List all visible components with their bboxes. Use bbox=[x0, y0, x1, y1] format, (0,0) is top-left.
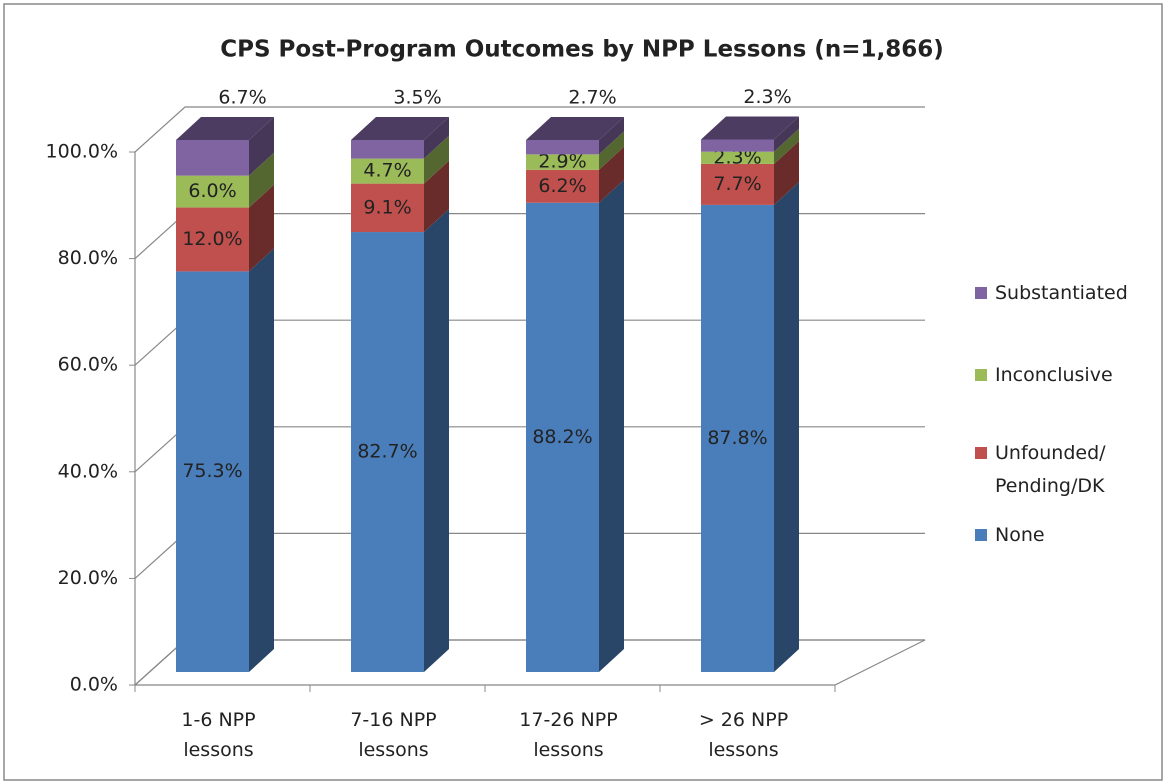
x-tick-label: 17-26 NPP lessons bbox=[519, 709, 617, 761]
value-label: 2.3% bbox=[713, 146, 761, 168]
bar-top bbox=[701, 116, 799, 140]
legend-label: Inconclusive bbox=[995, 364, 1113, 386]
x-tick-label: 1-6 NPP lessons bbox=[181, 709, 255, 761]
bar-segment bbox=[701, 151, 774, 164]
y-tick-label: 60.0% bbox=[58, 354, 118, 376]
bar-side bbox=[599, 117, 624, 155]
legend-swatch bbox=[975, 287, 987, 299]
value-label: 12.0% bbox=[182, 228, 242, 250]
value-label: 87.8% bbox=[707, 427, 767, 449]
bar-segment bbox=[351, 140, 424, 159]
value-label: 75.3% bbox=[182, 460, 242, 482]
value-label: 6.2% bbox=[538, 175, 586, 197]
y-tick-label: 100.0% bbox=[46, 141, 118, 163]
bar-segment bbox=[526, 202, 599, 672]
bar-side bbox=[599, 146, 624, 203]
bar-top bbox=[526, 117, 624, 140]
bar-segment bbox=[351, 183, 424, 233]
legend-label: Unfounded/Pending/DK bbox=[995, 442, 1106, 497]
bar-side bbox=[249, 152, 274, 208]
value-label: 9.1% bbox=[363, 196, 411, 218]
chart-title: CPS Post-Program Outcomes by NPP Lessons… bbox=[220, 37, 943, 63]
bar-side bbox=[424, 117, 449, 159]
value-label: 7.7% bbox=[713, 173, 761, 195]
y-tick-label: 80.0% bbox=[58, 247, 118, 269]
bar-top bbox=[176, 117, 274, 140]
bar-side bbox=[599, 131, 624, 170]
y-tick-label: 0.0% bbox=[70, 674, 118, 696]
legend-swatch bbox=[975, 529, 987, 541]
bar-side bbox=[599, 179, 624, 672]
legend-label: Substantiated bbox=[995, 282, 1128, 304]
value-label: 6.0% bbox=[188, 180, 236, 202]
bar-side bbox=[249, 184, 274, 272]
value-label: 4.7% bbox=[363, 160, 411, 182]
bar-side bbox=[774, 128, 799, 164]
bar-segment bbox=[526, 169, 599, 203]
value-label: 2.3% bbox=[743, 86, 791, 108]
bar-side bbox=[424, 135, 449, 184]
value-label: 88.2% bbox=[532, 426, 592, 448]
value-label: 2.9% bbox=[538, 151, 586, 173]
y-tick-label: 20.0% bbox=[58, 567, 118, 589]
x-tick-label: > 26 NPP lessons bbox=[699, 709, 788, 761]
legend-label: None bbox=[995, 524, 1045, 546]
bar-side bbox=[774, 181, 799, 673]
bar-segment bbox=[526, 154, 599, 170]
bar-side bbox=[424, 160, 449, 233]
bar-segment bbox=[176, 175, 249, 208]
bar-segment bbox=[701, 163, 774, 205]
bar-segment bbox=[526, 140, 599, 155]
value-label: 6.7% bbox=[218, 87, 266, 109]
bar-top bbox=[351, 117, 449, 140]
grid-line bbox=[134, 106, 925, 153]
bar-segment bbox=[176, 207, 249, 272]
value-label: 2.7% bbox=[568, 87, 616, 109]
legend-swatch bbox=[975, 447, 987, 459]
legend-swatch bbox=[975, 369, 987, 381]
bar-segment bbox=[176, 271, 249, 672]
x-tick-label: 7-16 NPP lessons bbox=[350, 709, 436, 761]
bar-side bbox=[424, 209, 449, 672]
bar-segment bbox=[351, 158, 424, 184]
bar-segment bbox=[701, 204, 774, 673]
bar-side bbox=[249, 117, 274, 176]
bar-side bbox=[774, 116, 799, 152]
bar-side bbox=[774, 140, 799, 205]
value-label: 3.5% bbox=[393, 87, 441, 109]
bar-side bbox=[249, 248, 274, 673]
bar-segment bbox=[701, 139, 774, 152]
y-tick-label: 40.0% bbox=[58, 460, 118, 482]
bar-segment bbox=[176, 140, 249, 176]
value-label: 82.7% bbox=[357, 441, 417, 463]
bar-segment bbox=[351, 232, 424, 672]
